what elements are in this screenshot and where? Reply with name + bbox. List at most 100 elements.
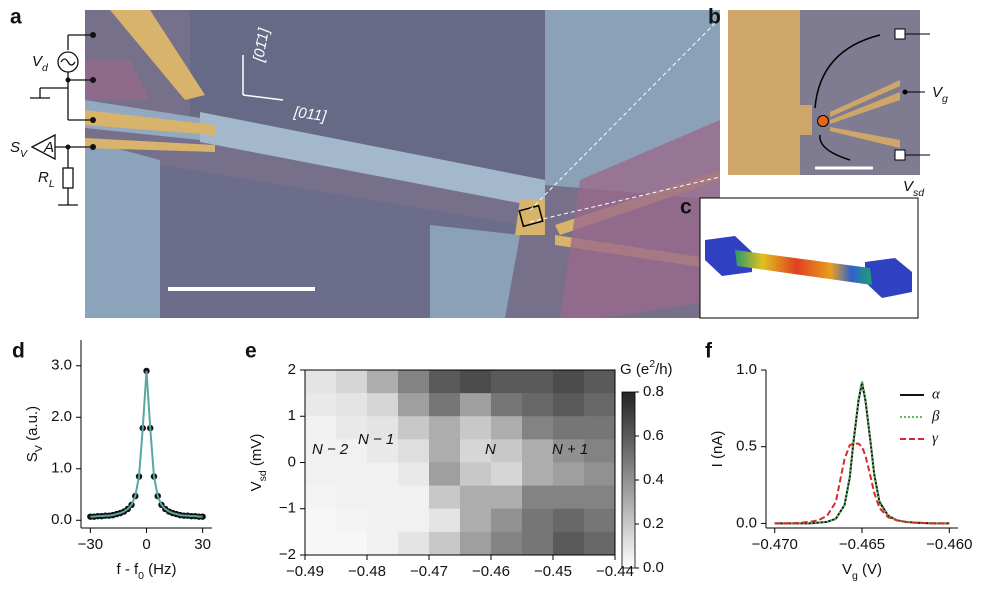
heatmap-cell [398,463,430,487]
y-tick-label: 2.0 [51,408,72,425]
heatmap-cell [429,509,461,533]
heatmap-cell [460,393,492,417]
label-part: (V) [858,561,882,578]
heatmap-cell [429,393,461,417]
heatmap-cell [429,463,461,487]
heatmap-cell [336,509,368,533]
heatmap-cell [367,393,399,417]
label: A [43,139,54,156]
heatmap-cell [398,509,430,533]
label-part: R [38,169,49,186]
label-part: sd [913,187,925,199]
label-part: V [20,148,28,160]
colorbar-tick-label: 0.8 [643,383,664,400]
y-tick-label: 0 [288,453,296,470]
heatmap-cell [398,532,430,556]
heatmap-cell [429,416,461,440]
label: Vd [32,53,49,74]
x-tick-label: −0.460 [926,536,972,553]
heatmap-cell [398,486,430,510]
heatmap-cell [491,393,523,417]
colorbar-tick-label: 0.4 [643,471,664,488]
heatmap-cell [305,486,337,510]
heatmap-cell [429,370,461,394]
heatmap-cell [305,509,337,533]
heatmap-cell [491,463,523,487]
heatmap-cell [522,393,554,417]
heatmap-cell [491,486,523,510]
region-label: N − 2 [312,441,349,458]
heatmap-cell [367,370,399,394]
label: I (nA) [709,431,726,468]
y-tick-label: 1.0 [736,361,757,378]
x-tick-label: 30 [194,536,211,553]
label: RL [38,169,55,190]
x-tick-label: −0.465 [839,536,885,553]
heatmap-cell [584,486,616,510]
label-part: f - f [116,561,138,578]
heatmap-cell [336,532,368,556]
x-tick-label: −0.46 [472,563,510,580]
panel-label: a [10,6,22,29]
heatmap-cell [553,393,585,417]
heatmap-cell [491,370,523,394]
label: Vsd (mV) [248,434,269,492]
x-tick-label: −0.470 [752,536,798,553]
label: f - f0 (Hz) [116,561,176,582]
heatmap-cell [367,509,399,533]
heatmap-cell [336,463,368,487]
heatmap-cell [367,486,399,510]
label-part: A [43,139,54,156]
data-line [775,381,950,524]
legend-label: γ [932,430,939,446]
heatmap-cell [522,532,554,556]
label-part: (mV) [248,434,265,471]
y-tick-label: −2 [279,546,296,563]
label-part: V [33,445,45,452]
label-part: L [49,178,55,190]
label: SV (a.u.) [24,406,45,462]
label-part: /h) [655,361,673,378]
heatmap-cell [305,393,337,417]
heatmap-cell [522,370,554,394]
y-tick-label: 1 [288,407,296,424]
heatmap-cell [429,439,461,463]
heatmap-cell [398,439,430,463]
label-part: S [10,139,20,156]
heatmap-cell [305,416,337,440]
label-part: (Hz) [144,561,177,578]
data-line [775,382,950,523]
label-part: V [842,561,852,578]
heatmap-cell [553,509,585,533]
heatmap-cell [336,486,368,510]
panel-label: c [680,196,692,219]
colorbar-tick-label: 0.6 [643,427,664,444]
x-tick-label: −0.45 [534,563,572,580]
region-label: N + 1 [552,441,588,458]
label-part: (a.u.) [24,406,41,445]
heatmap-cell [460,509,492,533]
label: G (e2/h) [620,358,673,378]
label: Vg [932,84,948,105]
heatmap-cell [429,486,461,510]
legend-label: α [932,386,941,402]
panel-label: d [12,340,25,363]
heatmap-cell [429,532,461,556]
sem-image [85,10,720,318]
label-part: d [42,62,49,74]
simulation-image [700,198,918,318]
heatmap-cell [398,370,430,394]
figure: abcdefVdSVARL[01̄1][011]VgVsd−300300.01.… [0,0,981,589]
y-tick-label: 0.0 [51,511,72,528]
heatmap-cell [460,416,492,440]
x-tick-label: −0.47 [410,563,448,580]
y-tick-label: 3.0 [51,357,72,374]
x-tick-label: −30 [78,536,103,553]
heatmap-cell [460,463,492,487]
heatmap-cell [305,532,337,556]
heatmap-cell [584,416,616,440]
y-tick-label: 2 [288,361,296,378]
heatmap-cell [398,416,430,440]
label-part: g [942,93,948,105]
heatmap-cell [553,532,585,556]
